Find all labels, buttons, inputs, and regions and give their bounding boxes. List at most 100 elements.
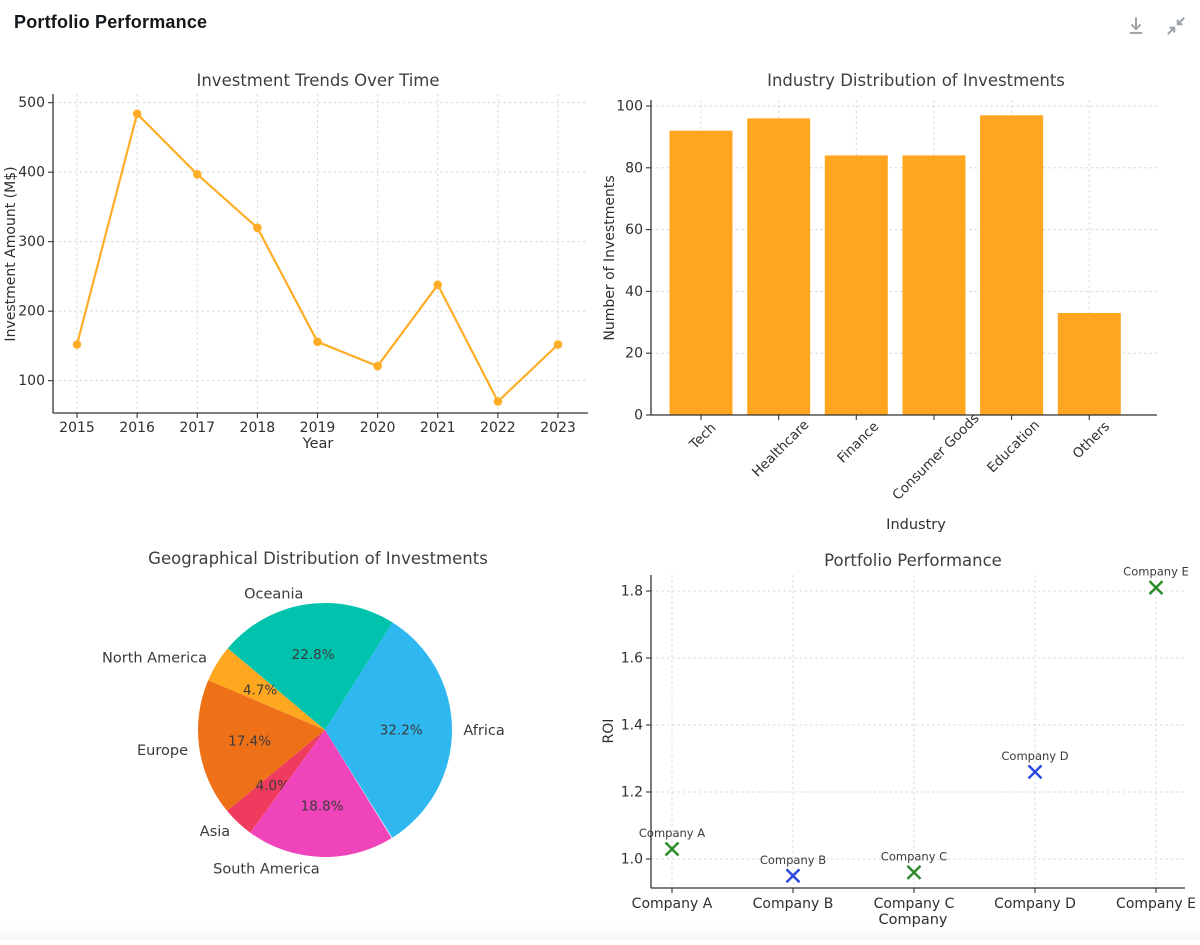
collapse-fullscreen-icon [1167,17,1185,35]
bar-consumer-goods [902,155,966,415]
x-tick-label: 2018 [240,420,276,436]
y-tick-label: 300 [18,234,45,250]
x-axis-label: Industry [886,517,946,533]
y-tick-label: 200 [18,304,45,320]
y-axis-label: ROI [601,719,617,744]
x-tick-label: 2017 [179,420,215,436]
data-point-2016 [132,109,142,119]
y-tick-label: 80 [625,160,643,176]
pie-slice-label: Europe [137,743,188,759]
bar-chart-industry-distribution: 0 20 40 60 80 100 Tech Healthcare Finance Consume… [600,60,1200,540]
pie-slice-oceania [227,602,393,730]
x-tick-label: 2023 [540,420,576,436]
line-chart-svg: 100 200 300 400 500 2015 2016 2017 2018 2019 2020 2… [3,71,588,452]
x-tick-label: 2016 [119,420,155,436]
line-series [75,112,559,403]
scatter-point-company-e [1148,580,1164,596]
pie-slice-south-america [250,730,392,857]
data-point-2023 [553,340,563,349]
bar-chart-svg: 0 20 40 60 80 100 Tech Healthcare Finance Consume… [602,71,1157,533]
data-point-2018 [253,223,262,233]
y-tick-label: 20 [625,346,643,362]
pie-chart-svg: 32.2% Africa 22.8% Oceania 4.7% North America… [102,549,505,877]
pie-slice-asia [227,730,325,833]
data-point-2020 [373,361,382,371]
download-icon [1129,17,1143,34]
scatter-point-company-b [785,868,801,884]
y-tick-label: 0 [634,408,643,424]
x-tick-label: Tech [686,420,719,453]
y-tick-label: 60 [625,222,643,238]
y-tick-label: 1.6 [621,651,643,667]
data-point-2019 [313,337,322,347]
pie-pct-label: 18.8% [301,799,344,815]
x-marker [906,865,922,880]
pie-slice-label: Oceania [244,586,303,602]
y-tick-label: 400 [18,165,45,181]
x-tick-label: Company D [994,896,1076,912]
y-axis-label: Investment Amount (M$) [3,166,19,341]
x-axis-label: Company [879,912,948,928]
point-annotation: Company A [639,826,705,840]
pie-pct-label: 17.4% [228,733,271,749]
chart-title: Industry Distribution of Investments [767,71,1065,90]
bar-healthcare [747,118,811,416]
header-actions [1120,10,1192,42]
pie-slice-label: Africa [463,723,504,739]
x-tick-label: Company A [632,896,713,912]
pie-pct-label: 4.7% [243,683,277,699]
x-tick-label: 2021 [420,420,456,436]
chart-title: Geographical Distribution of Investments [148,549,488,568]
x-marker [785,868,801,884]
download-button[interactable] [1120,10,1152,42]
y-tick-label: 40 [625,284,643,300]
point-annotation: Company B [760,853,826,867]
point-annotation: Company C [881,849,947,863]
y-tick-label: 100 [616,99,643,115]
data-point-2015 [72,340,82,349]
x-tick-label: Company B [753,896,834,912]
y-axis-label: Number of Investments [602,175,618,340]
chart-title: Portfolio Performance [824,551,1002,570]
bar-education [980,115,1044,416]
y-tick-label: 1.2 [621,785,643,801]
bar-finance [824,155,888,415]
y-tick-label: 1.8 [621,584,643,600]
scatter-point-company-c [906,865,922,880]
pie-pct-label: 22.8% [292,647,335,663]
scatter-chart-svg: 1.0 1.2 1.4 1.6 1.8 Company A Company B Company… [601,551,1196,928]
line-chart-investment-trends: 100 200 300 400 500 2015 2016 2017 2018 2019 2020 2… [0,60,600,540]
x-tick-label: 2015 [59,420,95,436]
x-marker [1148,580,1164,596]
x-tick-label: Consumer Goods [889,410,982,503]
x-tick-label: Company E [1116,896,1196,912]
pie-slice-europe [198,680,325,811]
x-axis-label: Year [302,436,334,452]
y-tick-label: 100 [18,373,45,389]
pie-slice-africa [325,622,452,838]
data-point-2022 [493,397,503,406]
x-tick-label: Healthcare [749,417,812,480]
scatter-chart-portfolio-performance: 1.0 1.2 1.4 1.6 1.8 Company A Company B Company… [600,540,1200,940]
bar-others [1057,313,1121,415]
y-tick-label: 1.4 [621,718,643,734]
bar-tech [669,130,733,415]
x-tick-label: Company C [874,896,955,912]
chart-title: Investment Trends Over Time [196,71,439,90]
x-tick-label: Others [1070,419,1113,462]
y-tick-label: 1.0 [621,852,643,868]
page-title: Portfolio Performance [14,12,208,32]
collapse-button[interactable] [1160,10,1192,42]
point-annotation: Company D [1001,749,1068,763]
pie-slice-label: South America [213,861,320,877]
data-point-2017 [192,170,202,179]
y-tick-label: 500 [18,95,45,111]
pie-chart-geo-distribution: 32.2% Africa 22.8% Oceania 4.7% North America… [0,540,600,940]
x-tick-label: 2020 [360,420,396,436]
data-point-2021 [433,280,443,290]
point-annotation: Company E [1123,565,1189,579]
pie-slice-label: Asia [200,824,230,840]
x-tick-label: 2022 [480,420,516,436]
scatter-point-company-a [664,841,680,857]
pie-pct-label: 32.2% [380,723,423,739]
